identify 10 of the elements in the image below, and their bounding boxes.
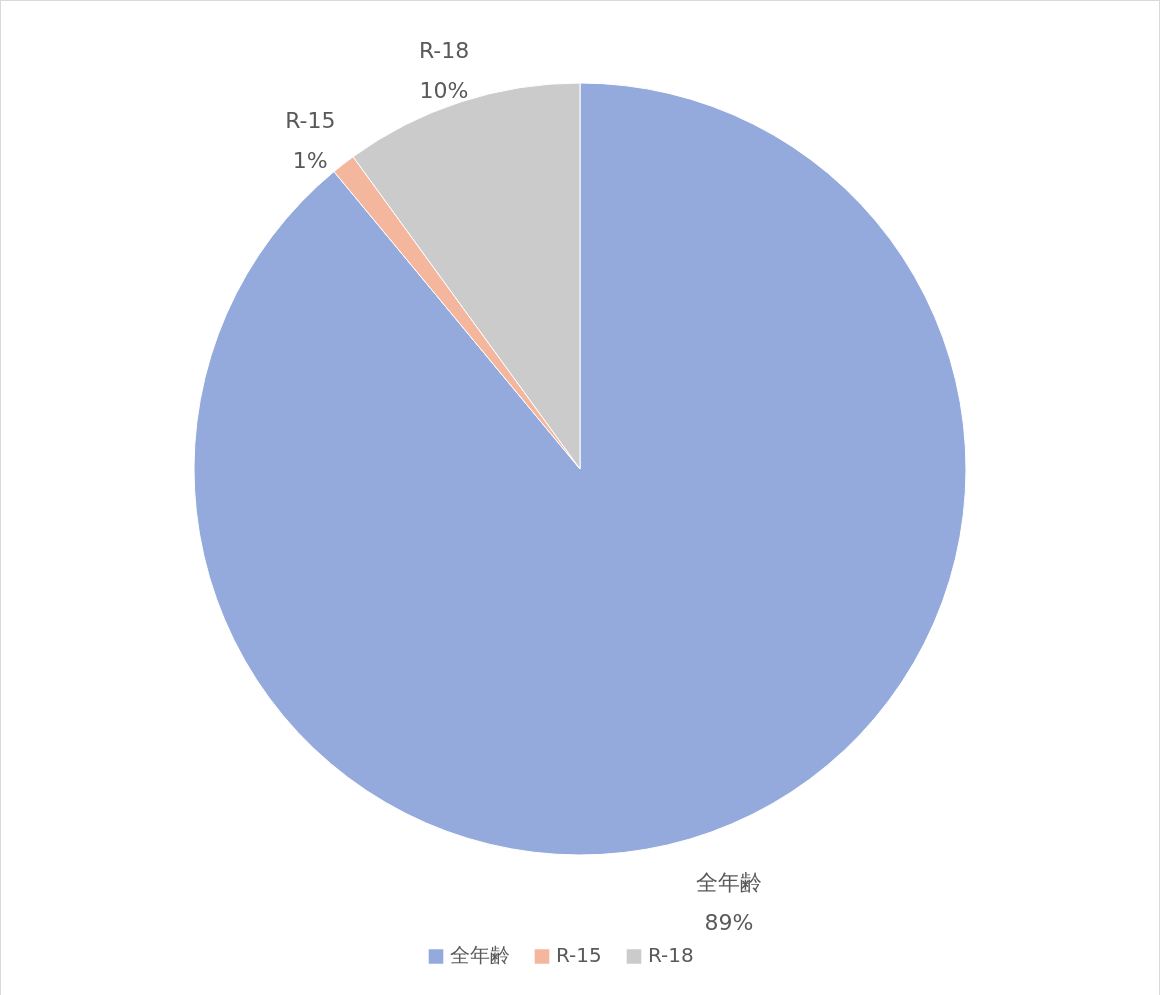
data-label: 89% (704, 909, 754, 935)
legend-label: R-15 (556, 943, 602, 968)
data-label: 1% (292, 148, 328, 174)
data-label: 10% (419, 77, 469, 103)
legend-label: R-18 (648, 943, 694, 968)
slice-label: 全年齢 (696, 869, 763, 895)
slice-label: R-18 (418, 37, 470, 63)
slice-label: R-15 (285, 108, 336, 134)
pie-slice (193, 82, 967, 856)
legend-label: 全年齢 (450, 943, 510, 968)
